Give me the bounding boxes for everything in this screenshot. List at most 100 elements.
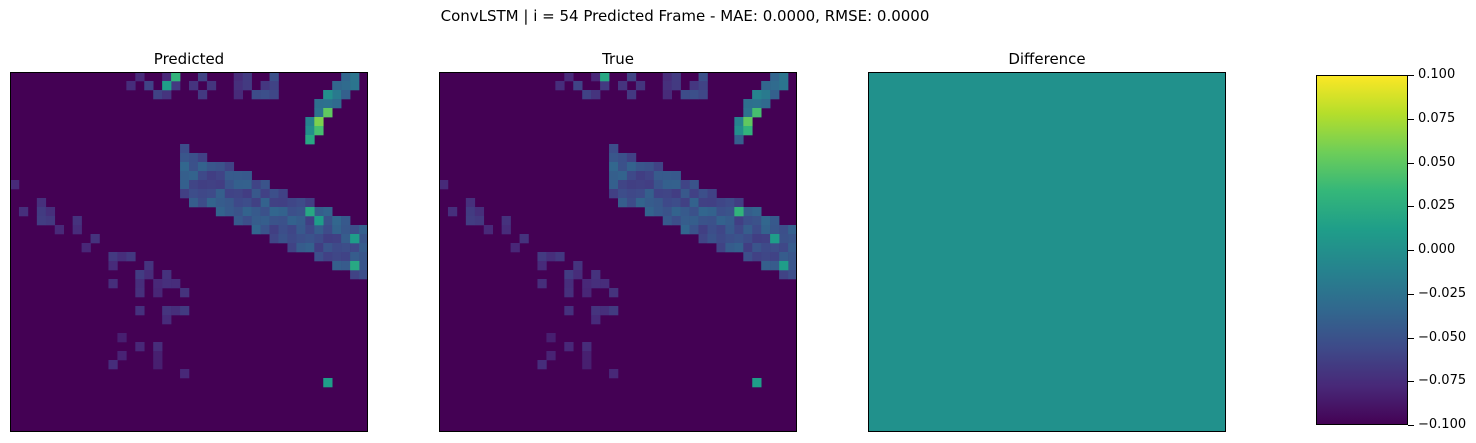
heatmap-cell bbox=[788, 234, 797, 244]
heatmap-cell bbox=[341, 234, 351, 244]
heatmap-cell bbox=[779, 252, 789, 262]
heatmap-cell bbox=[189, 162, 199, 172]
heatmap-cell bbox=[153, 360, 163, 370]
heatmap-cell bbox=[546, 333, 556, 343]
heatmap-cell bbox=[582, 288, 592, 298]
heatmap-cell bbox=[323, 252, 333, 262]
heatmap-hot-cell bbox=[323, 378, 333, 388]
heatmap-cell bbox=[689, 189, 699, 199]
heatmap-cell bbox=[743, 207, 753, 217]
heatmap-cell bbox=[779, 72, 789, 82]
heatmap-cell bbox=[242, 189, 252, 199]
heatmap-cell bbox=[305, 243, 315, 253]
heatmap-cell bbox=[180, 171, 190, 181]
heatmap-cell bbox=[689, 216, 699, 226]
heatmap-cell bbox=[626, 180, 637, 190]
heatmap-cell bbox=[743, 252, 753, 262]
heatmap-cell bbox=[350, 72, 360, 82]
heatmap-cell bbox=[582, 351, 592, 361]
heatmap-cell bbox=[135, 288, 145, 298]
heatmap-cell bbox=[215, 207, 226, 217]
heatmap-cell bbox=[555, 81, 565, 91]
heatmap-cell bbox=[180, 162, 190, 172]
heatmap-cell bbox=[761, 225, 771, 235]
heatmap-cell bbox=[215, 171, 226, 181]
heatmap-cell bbox=[573, 270, 583, 280]
heatmap-cell bbox=[618, 162, 628, 172]
heatmap-hot-cell bbox=[752, 378, 762, 388]
heatmap-cell bbox=[180, 369, 190, 379]
heatmap-cell bbox=[626, 189, 637, 199]
heatmap-cell bbox=[197, 189, 208, 199]
heatmap-cell bbox=[206, 198, 217, 208]
heatmap-cell bbox=[332, 99, 342, 109]
heatmap-cell bbox=[153, 279, 163, 289]
heatmap-cell bbox=[287, 234, 297, 244]
heatmap-cell bbox=[698, 90, 708, 100]
heatmap-cell bbox=[788, 270, 797, 280]
heatmap-difference-svg bbox=[868, 72, 1226, 432]
heatmap-cell bbox=[752, 243, 762, 253]
heatmap-cell bbox=[716, 243, 726, 253]
heatmap-cell bbox=[752, 216, 762, 226]
heatmap-cell bbox=[752, 207, 762, 217]
heatmap-cell bbox=[662, 189, 672, 199]
heatmap-cell bbox=[618, 153, 628, 163]
heatmap-cell bbox=[54, 225, 64, 235]
heatmap-cell bbox=[734, 225, 744, 235]
heatmap-cell bbox=[609, 153, 619, 163]
heatmap-cell bbox=[180, 189, 190, 199]
heatmap-cell bbox=[332, 243, 342, 253]
heatmap-cell bbox=[314, 207, 324, 217]
heatmap-cell bbox=[635, 180, 646, 190]
heatmap-cell bbox=[323, 234, 333, 244]
heatmap-cell bbox=[45, 207, 56, 217]
heatmap-cell bbox=[734, 216, 744, 226]
heatmap-cell bbox=[36, 216, 47, 226]
heatmap-cell bbox=[269, 81, 279, 91]
heatmap-cell bbox=[591, 306, 601, 316]
heatmap-hot-cell bbox=[314, 126, 324, 136]
heatmap-cell bbox=[582, 360, 592, 370]
heatmap-cell bbox=[689, 90, 699, 100]
heatmap-cell bbox=[734, 135, 744, 145]
heatmap-cell bbox=[224, 189, 235, 199]
heatmap-cell bbox=[564, 72, 574, 82]
heatmap-cell bbox=[698, 216, 708, 226]
heatmap-cell bbox=[770, 252, 780, 262]
heatmap-cell bbox=[323, 207, 333, 217]
heatmap-cell bbox=[242, 180, 252, 190]
heatmap-cell bbox=[162, 90, 172, 100]
heatmap-cell bbox=[582, 90, 592, 100]
heatmap-cell bbox=[618, 171, 628, 181]
heatmap-hot-cell bbox=[743, 126, 753, 136]
heatmap-cell bbox=[698, 189, 708, 199]
heatmap-cell bbox=[242, 72, 252, 82]
heatmap-hot-cell bbox=[752, 108, 762, 118]
heatmap-cell bbox=[197, 171, 208, 181]
heatmap-cell bbox=[135, 72, 145, 82]
heatmap-cell bbox=[680, 225, 690, 235]
heatmap-cell bbox=[296, 234, 306, 244]
heatmap-cell bbox=[206, 171, 217, 181]
heatmap-cell bbox=[779, 225, 789, 235]
heatmap-cell bbox=[600, 306, 610, 316]
heatmap-cell bbox=[501, 225, 511, 235]
heatmap-cell bbox=[761, 252, 771, 262]
heatmap-cell bbox=[171, 81, 181, 91]
heatmap-cell bbox=[233, 207, 243, 217]
colorbar-tick-label: −0.075 bbox=[1418, 373, 1467, 389]
heatmap-cell bbox=[251, 198, 261, 208]
heatmap-predicted bbox=[10, 72, 368, 432]
heatmap-cell bbox=[359, 261, 368, 271]
heatmap-hot-cell bbox=[600, 72, 610, 82]
heatmap-cell bbox=[779, 270, 789, 280]
heatmap-cell bbox=[278, 189, 288, 199]
heatmap-cell bbox=[171, 279, 181, 289]
heatmap-cell bbox=[10, 180, 20, 190]
colorbar-tick-label: 0.025 bbox=[1418, 198, 1456, 214]
colorbar-tick-label: 0.075 bbox=[1418, 110, 1456, 126]
heatmap-cell bbox=[788, 243, 797, 253]
heatmap-cell bbox=[162, 315, 172, 325]
heatmap-cell bbox=[465, 207, 476, 217]
